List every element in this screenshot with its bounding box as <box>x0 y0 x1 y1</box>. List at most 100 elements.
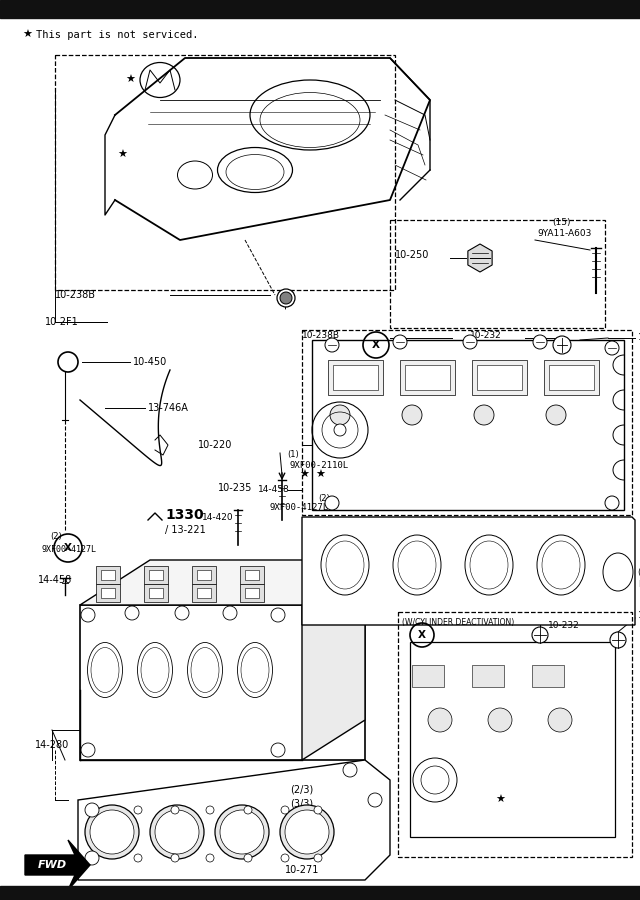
Circle shape <box>474 405 494 425</box>
Circle shape <box>314 854 322 862</box>
Text: 9XF00-2110L: 9XF00-2110L <box>290 461 349 470</box>
Text: ★: ★ <box>299 470 309 480</box>
Circle shape <box>402 405 422 425</box>
Bar <box>0 886 640 900</box>
Bar <box>96 584 120 602</box>
Circle shape <box>334 424 346 436</box>
Text: 10-235: 10-235 <box>218 483 252 493</box>
Bar <box>101 570 115 580</box>
Circle shape <box>85 851 99 865</box>
Circle shape <box>150 805 204 859</box>
Text: 10-2F1: 10-2F1 <box>45 317 79 327</box>
Text: 14-420: 14-420 <box>202 514 234 523</box>
Circle shape <box>271 608 285 622</box>
Text: 9YA11-A603: 9YA11-A603 <box>537 229 591 238</box>
Circle shape <box>171 806 179 814</box>
Circle shape <box>134 854 142 862</box>
Bar <box>328 360 383 395</box>
Bar <box>80 605 365 760</box>
Text: ★: ★ <box>117 150 127 160</box>
Text: (W/CYLINDER DEACTIVATION): (W/CYLINDER DEACTIVATION) <box>402 617 515 626</box>
Circle shape <box>428 708 452 732</box>
Bar <box>96 566 120 584</box>
Text: 9XF00-4127L: 9XF00-4127L <box>42 545 97 554</box>
Circle shape <box>244 806 252 814</box>
Circle shape <box>90 810 134 854</box>
Bar <box>245 588 259 598</box>
Polygon shape <box>80 560 365 605</box>
Bar <box>532 665 564 687</box>
Polygon shape <box>302 560 365 760</box>
Circle shape <box>314 806 322 814</box>
Text: 10-238B: 10-238B <box>55 290 96 300</box>
Bar <box>544 360 599 395</box>
Bar <box>240 566 264 584</box>
Circle shape <box>610 632 626 648</box>
Circle shape <box>285 810 329 854</box>
Text: DEACTIVATION): DEACTIVATION) <box>638 580 640 590</box>
Circle shape <box>175 606 189 620</box>
Circle shape <box>125 606 139 620</box>
Text: FWD: FWD <box>38 860 67 870</box>
Circle shape <box>281 854 289 862</box>
Bar <box>390 220 605 328</box>
Bar <box>197 570 211 580</box>
Text: / 13-221: / 13-221 <box>165 525 205 535</box>
Bar <box>197 588 211 598</box>
Text: 10-250: 10-250 <box>395 250 429 260</box>
Text: 13-746A: 13-746A <box>148 403 189 413</box>
Circle shape <box>280 292 292 304</box>
Polygon shape <box>302 517 635 625</box>
Circle shape <box>546 405 566 425</box>
Bar <box>55 55 395 290</box>
Circle shape <box>553 336 571 354</box>
Bar <box>240 584 264 602</box>
Text: 10-238B: 10-238B <box>638 611 640 620</box>
Bar <box>477 365 522 390</box>
Text: 10-232: 10-232 <box>470 330 502 339</box>
Circle shape <box>325 496 339 510</box>
Circle shape <box>81 608 95 622</box>
Circle shape <box>533 335 547 349</box>
Polygon shape <box>25 840 90 890</box>
Circle shape <box>325 338 339 352</box>
Text: 10-238B: 10-238B <box>638 334 640 343</box>
Text: 10-238B: 10-238B <box>302 330 340 339</box>
Bar <box>412 665 444 687</box>
Bar <box>312 340 624 510</box>
Bar <box>472 360 527 395</box>
Bar <box>144 566 168 584</box>
Circle shape <box>244 854 252 862</box>
Polygon shape <box>468 244 492 272</box>
Circle shape <box>134 806 142 814</box>
Bar <box>149 570 163 580</box>
Text: (3/3): (3/3) <box>290 798 313 808</box>
Text: ★: ★ <box>495 795 505 805</box>
Bar <box>0 0 640 18</box>
Text: 14-458: 14-458 <box>38 575 72 585</box>
Bar <box>398 612 632 857</box>
Circle shape <box>215 805 269 859</box>
Circle shape <box>343 763 357 777</box>
Circle shape <box>280 805 334 859</box>
Bar <box>549 365 594 390</box>
Text: (1): (1) <box>287 451 299 460</box>
Circle shape <box>368 793 382 807</box>
Text: 10-220: 10-220 <box>198 440 232 450</box>
Bar <box>302 330 632 515</box>
Circle shape <box>171 854 179 862</box>
Text: X: X <box>64 543 72 553</box>
Text: 14-280: 14-280 <box>35 740 69 750</box>
Circle shape <box>223 606 237 620</box>
Bar <box>192 566 216 584</box>
Text: (15): (15) <box>552 219 570 228</box>
Circle shape <box>271 743 285 757</box>
Text: 9XF00-4127L: 9XF00-4127L <box>270 502 329 511</box>
Circle shape <box>85 805 139 859</box>
Circle shape <box>605 496 619 510</box>
Text: X: X <box>418 630 426 640</box>
Bar <box>410 642 615 837</box>
Circle shape <box>281 806 289 814</box>
Polygon shape <box>78 760 390 880</box>
Text: 10-271: 10-271 <box>285 865 319 875</box>
